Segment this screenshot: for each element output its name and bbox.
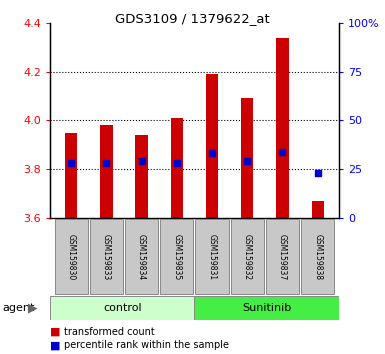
Text: percentile rank within the sample: percentile rank within the sample xyxy=(64,340,229,350)
Text: ▶: ▶ xyxy=(28,302,38,314)
Text: GSM159838: GSM159838 xyxy=(313,234,322,280)
Text: GSM159831: GSM159831 xyxy=(208,234,216,280)
Text: control: control xyxy=(103,303,142,313)
Bar xyxy=(65,132,77,218)
Bar xyxy=(90,219,123,294)
Bar xyxy=(160,219,193,294)
Text: GSM159834: GSM159834 xyxy=(137,234,146,280)
Text: ■: ■ xyxy=(50,340,60,350)
Text: GSM159837: GSM159837 xyxy=(278,234,287,280)
Bar xyxy=(55,219,88,294)
Text: GSM159832: GSM159832 xyxy=(243,234,252,280)
Bar xyxy=(136,135,148,218)
Bar xyxy=(231,219,264,294)
Bar xyxy=(196,219,229,294)
Bar xyxy=(266,219,299,294)
Bar xyxy=(194,296,339,320)
Text: agent: agent xyxy=(2,303,34,313)
Text: ■: ■ xyxy=(50,327,60,337)
Text: GSM159830: GSM159830 xyxy=(67,234,76,280)
Bar xyxy=(50,296,194,320)
Bar xyxy=(241,98,253,218)
Bar xyxy=(100,125,112,218)
Bar xyxy=(276,38,289,218)
Text: GDS3109 / 1379622_at: GDS3109 / 1379622_at xyxy=(115,12,270,25)
Bar xyxy=(311,201,324,218)
Bar xyxy=(301,219,334,294)
Text: GSM159835: GSM159835 xyxy=(172,234,181,280)
Bar xyxy=(125,219,158,294)
Text: GSM159833: GSM159833 xyxy=(102,234,111,280)
Text: Sunitinib: Sunitinib xyxy=(242,303,291,313)
Bar xyxy=(171,118,183,218)
Bar xyxy=(206,74,218,218)
Text: transformed count: transformed count xyxy=(64,327,154,337)
